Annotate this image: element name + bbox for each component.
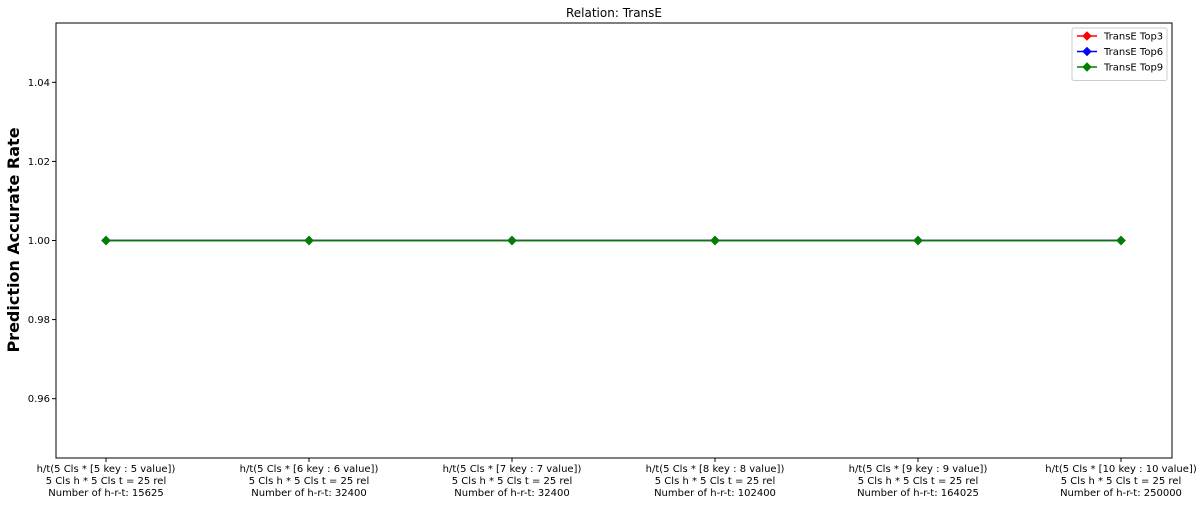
y-tick-label: 1.04 xyxy=(28,78,50,89)
x-tick-label-line: Number of h-r-t: 32400 xyxy=(251,488,366,499)
x-tick-label-line: 5 Cls h * 5 Cls t = 25 rel xyxy=(1061,476,1181,487)
plot-area: 0.96 0.98 1.00 1.02 1.04 h/t(5 Cls * [5 key :… xyxy=(28,22,1197,499)
legend: TransE Top3 TransE Top6 TransE Top9 xyxy=(1071,27,1168,81)
legend-marker xyxy=(1082,31,1092,41)
legend-label: TransE Top6 xyxy=(1103,47,1163,58)
y-axis-label: Prediction Accurate Rate xyxy=(4,127,23,352)
legend-label: TransE Top3 xyxy=(1103,32,1163,43)
y-tick-label: 1.00 xyxy=(28,236,50,247)
x-tick-label: h/t(5 Cls * [7 key : 7 value]) 5 Cls h * … xyxy=(443,464,582,499)
series-3-point xyxy=(1116,235,1126,246)
y-tick-label: 0.96 xyxy=(28,394,50,405)
x-tick-label-line: Number of h-r-t: 32400 xyxy=(454,488,569,499)
series-3-point xyxy=(710,235,720,246)
y-tick-label: 1.02 xyxy=(28,157,50,168)
x-tick-label: h/t(5 Cls * [5 key : 5 value]) 5 Cls h * … xyxy=(37,464,176,499)
legend-marker xyxy=(1082,62,1092,72)
series-3-point xyxy=(101,235,111,246)
legend-label: TransE Top9 xyxy=(1103,63,1163,74)
y-tick-label: 0.98 xyxy=(28,315,50,326)
x-tick-label-line: h/t(5 Cls * [7 key : 7 value]) xyxy=(443,464,582,475)
series-3-point xyxy=(913,235,923,246)
series-3-point xyxy=(507,235,517,246)
x-tick-label: h/t(5 Cls * [10 key : 10 value]) 5 Cls h … xyxy=(1045,464,1197,499)
x-tick-label: h/t(5 Cls * [6 key : 6 value]) 5 Cls h * … xyxy=(240,464,379,499)
legend-marker xyxy=(1082,46,1092,57)
x-tick-label-line: Number of h-r-t: 164025 xyxy=(857,488,979,499)
x-tick-label: h/t(5 Cls * [9 key : 9 value]) 5 Cls h * … xyxy=(849,464,988,499)
x-tick-label-line: 5 Cls h * 5 Cls t = 25 rel xyxy=(46,476,166,487)
series-3-point xyxy=(304,235,314,246)
x-tick-label-line: h/t(5 Cls * [10 key : 10 value]) xyxy=(1045,464,1197,475)
x-tick-label-line: Number of h-r-t: 15625 xyxy=(48,488,163,499)
x-tick-label-line: h/t(5 Cls * [5 key : 5 value]) xyxy=(37,464,176,475)
x-tick-label-line: 5 Cls h * 5 Cls t = 25 rel xyxy=(655,476,775,487)
x-tick-label-line: Number of h-r-t: 250000 xyxy=(1060,488,1182,499)
x-tick-label-line: h/t(5 Cls * [9 key : 9 value]) xyxy=(849,464,988,475)
chart-title: Relation: TransE xyxy=(566,6,662,20)
x-tick-label-line: h/t(5 Cls * [8 key : 8 value]) xyxy=(646,464,785,475)
x-tick-label-line: 5 Cls h * 5 Cls t = 25 rel xyxy=(452,476,572,487)
x-tick-label-line: Number of h-r-t: 102400 xyxy=(654,488,776,499)
x-tick-label: h/t(5 Cls * [8 key : 8 value]) 5 Cls h * … xyxy=(646,464,785,499)
x-tick-label-line: h/t(5 Cls * [6 key : 6 value]) xyxy=(240,464,379,475)
x-tick-label-line: 5 Cls h * 5 Cls t = 25 rel xyxy=(858,476,978,487)
x-tick-label-line: 5 Cls h * 5 Cls t = 25 rel xyxy=(249,476,369,487)
